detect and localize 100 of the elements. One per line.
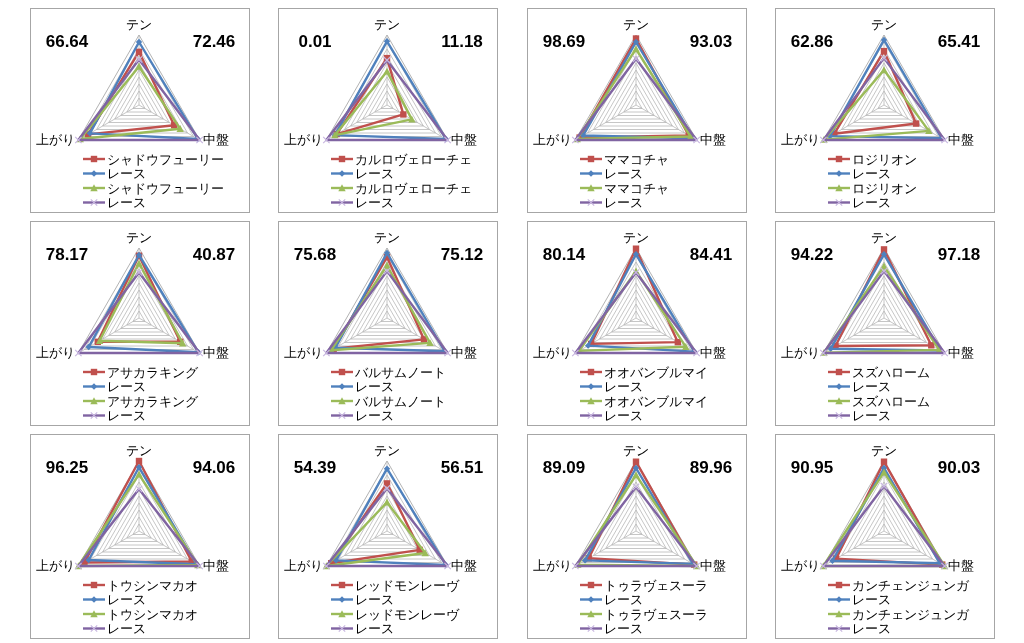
text: 75.12 xyxy=(440,245,484,264)
legend-label: ロジリオン xyxy=(852,180,917,196)
spoke-label: 上がり xyxy=(284,132,324,147)
text: 96.25 xyxy=(45,458,89,477)
legend-label: レース xyxy=(604,379,643,394)
text: 89.96 xyxy=(689,458,733,477)
legend-label: トゥラヴェスーラ xyxy=(604,577,708,593)
legend-label: レース xyxy=(355,592,394,607)
text: 90.03 xyxy=(937,458,981,477)
legend-label: トウシンマカオ xyxy=(107,577,198,593)
spoke-label: 上がり xyxy=(36,132,76,147)
legend-label: レース xyxy=(852,621,891,636)
legend-label: レース xyxy=(107,592,146,607)
legend-label: アサカラキング xyxy=(107,393,199,409)
spoke-label: 上がり xyxy=(284,558,324,573)
spoke-label: 上がり xyxy=(781,345,821,360)
spoke-label: 上がり xyxy=(781,132,821,147)
legend-label: レース xyxy=(852,166,891,181)
legend-label: シャドウフューリー xyxy=(107,180,224,196)
legend-label: レース xyxy=(107,195,146,210)
spoke-label: テン xyxy=(126,17,152,32)
text: 89.09 xyxy=(542,458,586,477)
legend-label: オオバンブルマイ xyxy=(604,364,708,380)
legend-label: カルロヴェローチェ xyxy=(355,180,472,196)
spoke-label: テン xyxy=(126,443,152,458)
text: 56.51 xyxy=(440,458,484,477)
spoke-label: テン xyxy=(623,17,649,32)
legend-label: レース xyxy=(107,379,146,394)
spoke-label: 上がり xyxy=(533,132,573,147)
spoke-label: 中盤 xyxy=(699,345,726,360)
legend-label: レース xyxy=(604,592,643,607)
legend-label: レース xyxy=(604,408,643,423)
spoke-label: テン xyxy=(623,443,649,458)
legend-label: レース xyxy=(107,408,146,423)
legend-label: レース xyxy=(355,166,394,181)
spoke-label: テン xyxy=(374,443,400,458)
text: 94.06 xyxy=(192,458,236,477)
spoke-label: 中盤 xyxy=(699,558,726,573)
legend-label: レース xyxy=(852,592,891,607)
legend-label: カンチェンジュンガ xyxy=(852,577,970,593)
text: 0.01 xyxy=(298,32,332,51)
text: 80.14 xyxy=(542,245,586,264)
spoke-label: テン xyxy=(126,230,152,245)
legend-label: オオバンブルマイ xyxy=(604,393,708,409)
legend-label: レース xyxy=(604,166,643,181)
legend-label: レッドモンレーヴ xyxy=(355,606,460,622)
spoke-label: 上がり xyxy=(36,345,76,360)
spoke-label: 中盤 xyxy=(947,558,974,573)
text: 11.18 xyxy=(441,32,483,51)
legend-label: レース xyxy=(355,621,394,636)
text: 90.95 xyxy=(790,458,834,477)
text: 54.39 xyxy=(293,458,337,477)
legend-label: レース xyxy=(107,166,146,181)
spoke-label: 中盤 xyxy=(947,345,974,360)
legend-label: レース xyxy=(852,195,891,210)
legend-label: レース xyxy=(355,195,394,210)
legend-label: バルサムノート xyxy=(354,364,446,380)
spoke-label: 上がり xyxy=(781,558,821,573)
legend-label: スズハローム xyxy=(852,364,930,380)
legend-label: アサカラキング xyxy=(107,364,199,380)
text: 84.41 xyxy=(689,245,733,264)
spoke-label: 中盤 xyxy=(202,132,229,147)
legend-label: ロジリオン xyxy=(852,151,917,167)
text: 40.87 xyxy=(192,245,236,264)
spoke-label: 中盤 xyxy=(450,558,477,573)
text: 72.46 xyxy=(192,32,236,51)
spoke-label: 上がり xyxy=(284,345,324,360)
legend-label: バルサムノート xyxy=(354,393,446,409)
legend-label: レース xyxy=(852,408,891,423)
spoke-label: 中盤 xyxy=(947,132,974,147)
spoke-label: テン xyxy=(871,17,897,32)
legend-label: ママコチャ xyxy=(604,180,669,196)
spoke-label: 上がり xyxy=(533,558,573,573)
legend-label: レース xyxy=(355,379,394,394)
legend-label: レッドモンレーヴ xyxy=(355,577,460,593)
legend-label: カルロヴェローチェ xyxy=(355,151,472,167)
text: 66.64 xyxy=(45,32,89,51)
spoke-label: 中盤 xyxy=(699,132,726,147)
legend-label: レース xyxy=(107,621,146,636)
text: 98.69 xyxy=(542,32,586,51)
legend-label: シャドウフューリー xyxy=(107,151,224,167)
spoke-label: 中盤 xyxy=(202,345,229,360)
spoke-label: 中盤 xyxy=(450,132,477,147)
spoke-label: 中盤 xyxy=(202,558,229,573)
legend-label: レース xyxy=(852,379,891,394)
spoke-label: テン xyxy=(871,443,897,458)
spoke-label: 上がり xyxy=(36,558,76,573)
legend-label: ママコチャ xyxy=(604,151,669,167)
spoke-label: 中盤 xyxy=(450,345,477,360)
legend-label: トウシンマカオ xyxy=(107,606,198,622)
spoke-label: テン xyxy=(374,230,400,245)
legend-label: スズハローム xyxy=(852,393,930,409)
text: 75.68 xyxy=(293,245,337,264)
spoke-label: 上がり xyxy=(533,345,573,360)
text: 78.17 xyxy=(45,245,89,264)
legend-label: レース xyxy=(604,621,643,636)
spoke-label: テン xyxy=(374,17,400,32)
legend-label: レース xyxy=(604,195,643,210)
text: 62.86 xyxy=(790,32,834,51)
spoke-label: テン xyxy=(623,230,649,245)
